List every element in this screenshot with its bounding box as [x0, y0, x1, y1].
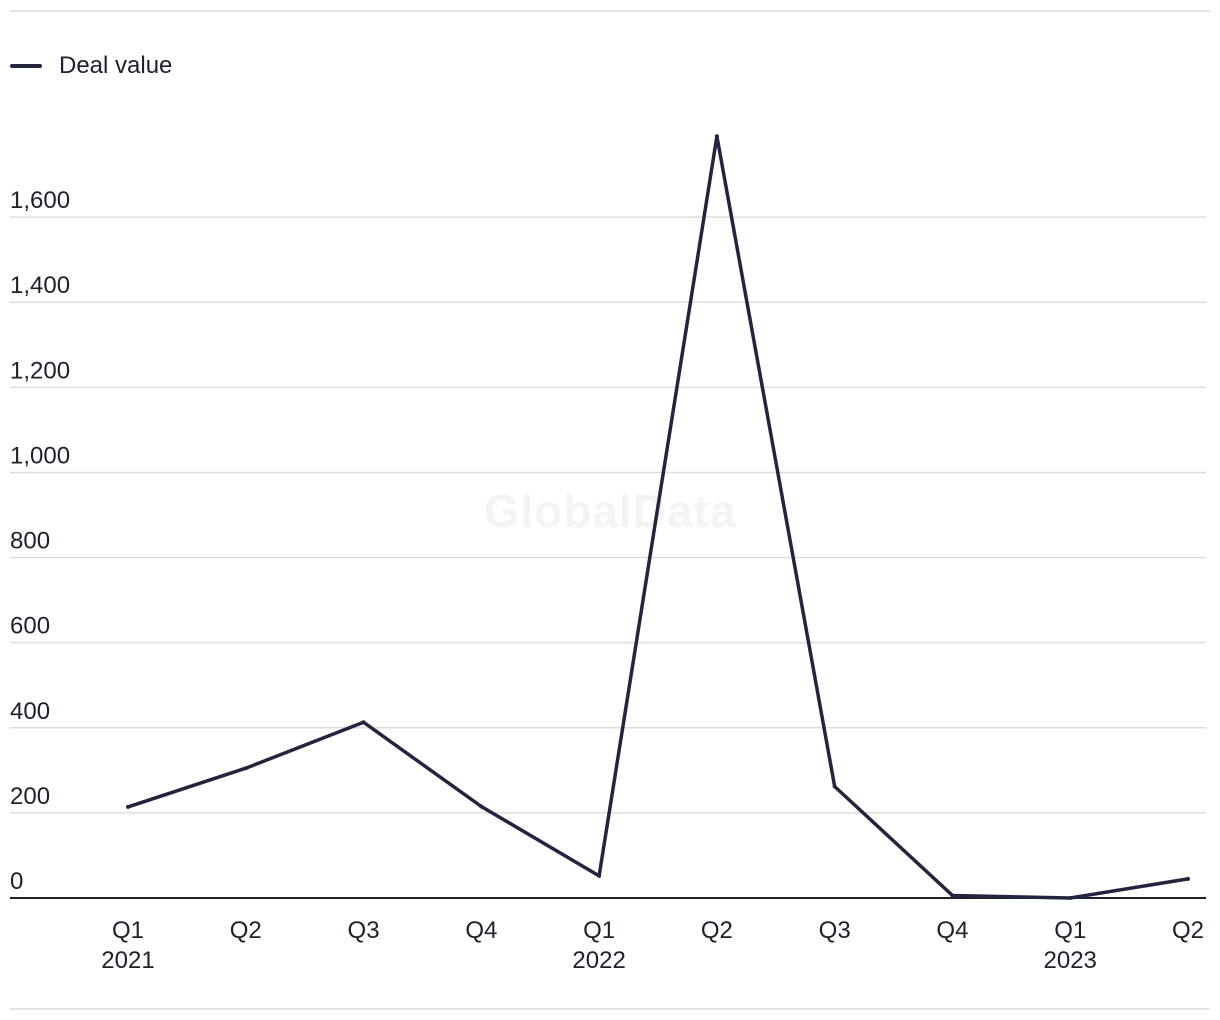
x-tick-label: Q2 — [230, 917, 262, 944]
x-tick-label: Q4 — [936, 917, 968, 944]
x-tick-label: Q3 — [348, 917, 380, 944]
data-point — [597, 873, 602, 878]
y-tick-label: 1,000 — [10, 442, 70, 469]
watermark: GlobalData — [483, 485, 737, 537]
top-divider — [10, 10, 1210, 12]
y-tick-label: 200 — [10, 783, 50, 810]
y-tick-label: 1,600 — [10, 187, 70, 214]
data-point — [832, 784, 837, 789]
legend: Deal value — [10, 52, 172, 80]
y-tick-label: 0 — [10, 868, 23, 895]
data-point — [361, 720, 366, 725]
data-point — [126, 804, 130, 809]
data-point — [950, 893, 955, 898]
legend-swatch — [10, 64, 42, 68]
x-year-label: 2022 — [572, 947, 625, 974]
y-tick-label: 1,400 — [10, 272, 70, 299]
x-tick-label: Q1 — [112, 917, 144, 944]
x-year-label: 2021 — [101, 947, 154, 974]
y-tick-label: 600 — [10, 613, 50, 640]
x-tick-label: Q1 — [1054, 917, 1086, 944]
x-year-label: 2023 — [1044, 947, 1097, 974]
x-tick-label: Q2 — [701, 917, 733, 944]
legend-label: Deal value — [59, 52, 173, 79]
y-tick-label: 800 — [10, 528, 50, 555]
bottom-divider — [10, 1008, 1210, 1010]
x-tick-label: Q4 — [465, 917, 497, 944]
x-tick-label: Q3 — [819, 917, 851, 944]
x-tick-label: Q1 — [583, 917, 615, 944]
data-point — [1068, 896, 1073, 900]
series-line — [126, 134, 1190, 900]
data-point — [243, 766, 248, 771]
y-tick-label: 1,200 — [10, 357, 70, 384]
data-point — [1186, 876, 1190, 881]
data-point — [479, 804, 484, 809]
data-point — [714, 134, 719, 139]
y-tick-label: 400 — [10, 698, 50, 725]
x-tick-label: Q2 — [1172, 917, 1204, 944]
